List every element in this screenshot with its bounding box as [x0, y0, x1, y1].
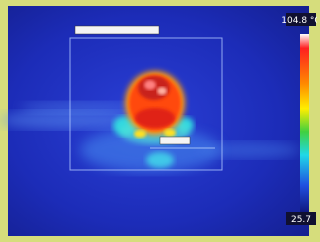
min-label: 25.7 — [291, 215, 311, 225]
thermal-screenshot: 104.8 °C 25.7 — [0, 0, 317, 242]
spot-label — [160, 137, 190, 144]
max-label: 104.8 °C — [281, 16, 317, 26]
color-scale — [300, 34, 309, 212]
box-label — [75, 26, 159, 34]
